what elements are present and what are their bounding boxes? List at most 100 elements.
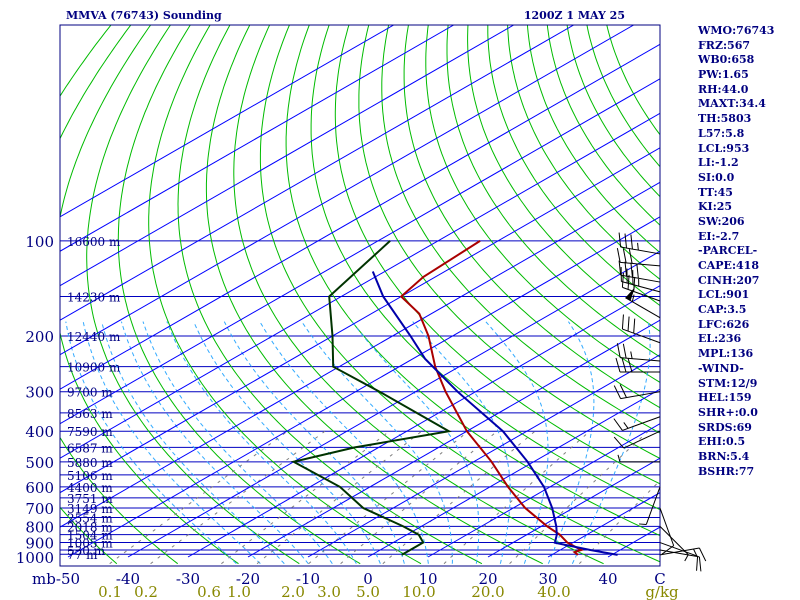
observation-time: 1200Z 1 MAY 25 (523, 9, 625, 22)
temperature-profile (399, 240, 584, 556)
dry-adiabat (259, 25, 660, 563)
wind-barb (616, 343, 661, 362)
dry-adiabat (205, 25, 543, 565)
height-label: 8563 m (67, 407, 113, 421)
mixing-ratio-line (150, 430, 326, 565)
wind-barb (615, 357, 660, 373)
moist-adiabat (101, 321, 285, 565)
dry-adiabat (381, 25, 660, 434)
temperature-tick-label: 0 (363, 570, 373, 588)
dry-adiabat (425, 25, 660, 383)
isotherm-lines (60, 25, 660, 558)
height-label: 12440 m (67, 330, 121, 344)
sounding-index: BRN:5.4 (698, 449, 750, 463)
height-label: 1504 m (67, 529, 113, 543)
sounding-index: TH:5803 (698, 112, 752, 126)
isotherm-line (60, 25, 394, 218)
mixing-ratio-label: 2.0 (281, 583, 305, 600)
mixing-ratio-unit-label: g/kg (645, 583, 679, 600)
height-label: 9700 m (67, 386, 113, 400)
pressure-unit-label: mb (32, 570, 56, 588)
mixing-ratio-label: 40.0 (537, 583, 570, 600)
wind-barb (659, 547, 707, 562)
height-label: 5106 m (67, 469, 113, 483)
wind-barb (659, 526, 689, 562)
sounding-title: MMVA (76743) Sounding (66, 9, 222, 22)
dry-adiabat (60, 25, 239, 565)
isotherm-line (367, 388, 660, 558)
sounding-index: LI:-1.2 (698, 156, 739, 170)
sounding-index: EL:236 (698, 332, 742, 346)
dry-adiabat (233, 25, 604, 565)
moist-adiabat (166, 321, 357, 564)
wind-barb (613, 430, 661, 449)
isotherm-line (60, 181, 660, 528)
pressure-label: 600 (25, 479, 54, 497)
dry-adiabat (86, 25, 300, 565)
isotherm-line (247, 319, 660, 558)
sounding-index: KI:25 (698, 200, 733, 214)
adiabat-lines (60, 25, 660, 565)
sounding-index: FRZ:567 (698, 38, 751, 52)
moist-adiabat (412, 321, 511, 564)
isotherm-line (307, 354, 660, 558)
temperature-tick-label: 30 (538, 570, 557, 588)
sounding-index: SW:206 (698, 214, 745, 228)
wind-barb (620, 266, 661, 293)
isotherm-line (60, 78, 660, 425)
height-label: 10900 m (67, 361, 121, 375)
isotherm-line (67, 216, 660, 558)
moist-adiabat (120, 321, 309, 564)
dry-adiabat (446, 25, 660, 358)
dry-adiabat (606, 25, 660, 136)
sounding-index: L57:5.8 (698, 126, 745, 140)
isotherm-line (60, 25, 454, 252)
sounding-index: -PARCEL- (698, 244, 758, 258)
dry-adiabat (586, 25, 660, 168)
mixing-ratio-label: 0.1 (98, 583, 122, 600)
wind-barb (621, 314, 661, 344)
wind-barb (617, 454, 660, 463)
wind-barb (659, 549, 702, 572)
dry-adiabat (60, 25, 179, 565)
sounding-index: -WIND- (698, 361, 744, 375)
dry-adiabat (526, 25, 660, 254)
sounding-index: CAP:3.5 (698, 303, 747, 317)
temperature-tick-label: -20 (236, 570, 260, 588)
wind-barb (613, 416, 661, 431)
isotherm-line (60, 43, 660, 390)
pressure-label: 300 (25, 384, 54, 402)
height-label: 5880 m (67, 456, 113, 470)
height-label: 2554 m (67, 512, 113, 526)
dry-adiabat (546, 25, 660, 226)
sounding-index: SI:0.0 (698, 170, 735, 184)
isotherm-line (187, 285, 660, 558)
sounding-index: EHI:0.5 (698, 435, 746, 449)
height-label: 4400 m (67, 481, 113, 495)
wind-barb (616, 248, 661, 267)
sounding-index: LFC:626 (698, 317, 750, 331)
sounding-index: TT:45 (698, 185, 733, 199)
sounding-index: CAPE:418 (698, 259, 759, 272)
pressure-label: 200 (25, 328, 54, 346)
isotherm-line (487, 457, 660, 558)
sounding-index: SRDS:69 (698, 420, 752, 434)
height-label: 6587 m (67, 441, 113, 455)
mixing-ratio-line (308, 430, 469, 565)
height-label: 16600 m (67, 235, 121, 249)
mixing-ratio-line (578, 479, 660, 565)
sounding-index: BSHR:77 (698, 464, 755, 478)
isotherm-line (60, 25, 514, 287)
height-label: 14230 m (67, 291, 121, 305)
sounding-index: HEL:159 (698, 391, 752, 405)
sounding-index: SHR+:0.0 (698, 405, 758, 419)
mixing-ratio-label: 5.0 (356, 583, 380, 600)
wind-barb (659, 542, 699, 571)
dry-adiabat (117, 25, 361, 565)
dewpoint-profile (290, 240, 452, 556)
mixing-ratio-label: 3.0 (317, 583, 341, 600)
sounding-indices: WMO:76743 FRZ:567 WB0:658 PW:1.65 RH:44.0 MAX… (698, 24, 774, 479)
height-label: 3149 m (67, 502, 113, 516)
plot-border (59, 24, 661, 567)
